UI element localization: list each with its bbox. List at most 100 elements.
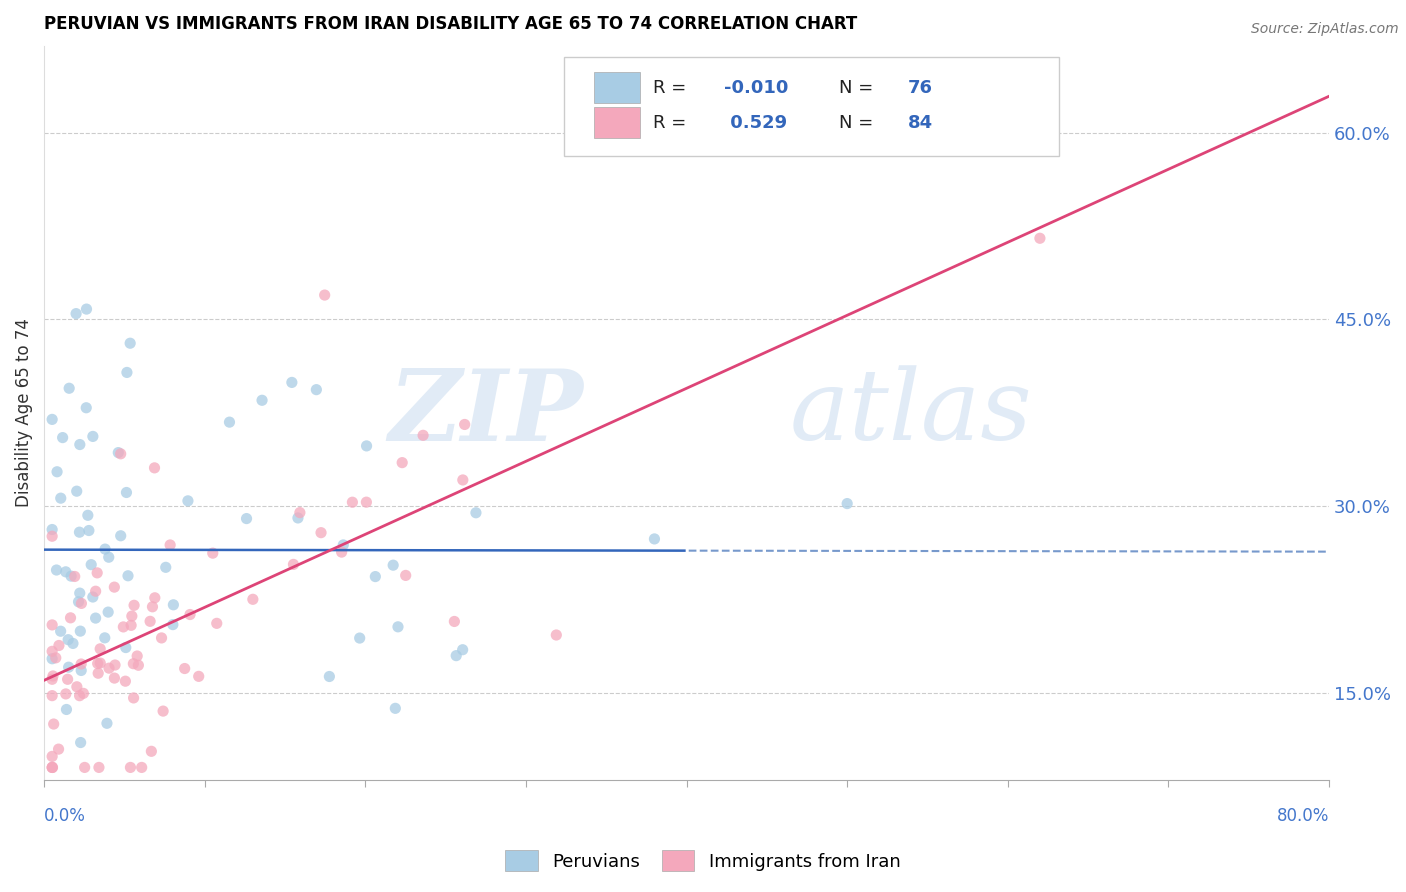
Point [287,511,309,525]
Point [41,689,63,703]
Point [131,760,153,774]
Point [69,525,91,540]
Point [77,524,100,538]
Point [391,456,413,470]
Point [89,656,111,670]
Point [201,546,224,560]
Point [387,620,409,634]
Point [465,506,488,520]
Point [41,760,63,774]
Point [84,611,107,625]
Point [56,673,79,687]
Point [143,591,166,605]
Point [87,760,110,774]
Point [46,465,69,479]
Point [70,664,93,678]
Point [412,428,434,442]
Point [162,598,184,612]
Point [58,660,80,674]
Point [356,439,378,453]
Text: atlas: atlas [789,365,1032,460]
Point [218,415,240,429]
Text: -0.010: -0.010 [724,78,789,96]
Text: R =: R = [654,78,692,96]
Point [451,473,474,487]
Point [49,624,72,639]
Point [55,565,77,579]
Point [86,657,108,671]
Point [96,716,118,731]
Point [89,641,111,656]
Point [162,617,184,632]
Point [48,639,70,653]
Point [42,669,65,683]
Point [98,661,121,675]
Point [330,545,353,559]
Legend: Peruvians, Immigrants from Iran: Peruvians, Immigrants from Iran [498,843,908,879]
Point [72,686,94,700]
Text: R =: R = [654,114,692,132]
Point [382,558,405,573]
Text: 0.0%: 0.0% [44,807,86,825]
Y-axis label: Disability Age 65 to 74: Disability Age 65 to 74 [15,318,32,508]
FancyBboxPatch shape [595,72,640,103]
Point [114,674,136,689]
Text: PERUVIAN VS IMMIGRANTS FROM IRAN DISABILITY AGE 65 TO 74 CORRELATION CHART: PERUVIAN VS IMMIGRANTS FROM IRAN DISABIL… [44,15,858,33]
Point [546,628,568,642]
Point [127,658,149,673]
Point [110,529,132,543]
Point [69,624,91,639]
Point [82,590,104,604]
Point [94,542,117,557]
Point [250,393,273,408]
Point [67,595,90,609]
Point [110,447,132,461]
Point [117,568,139,582]
Point [177,493,200,508]
Point [42,717,65,731]
Point [49,491,72,505]
Point [120,336,142,351]
Point [59,611,82,625]
Point [179,607,201,622]
Point [70,596,93,610]
Point [384,701,406,715]
Point [141,599,163,614]
Point [104,658,127,673]
Point [309,525,332,540]
Point [187,669,209,683]
Point [55,687,77,701]
Point [127,648,149,663]
Point [52,431,75,445]
Point [41,760,63,774]
Point [122,657,145,671]
Point [364,569,387,583]
Point [94,631,117,645]
Point [48,742,70,756]
Point [356,495,378,509]
Point [82,429,104,443]
Point [122,690,145,705]
FancyBboxPatch shape [564,57,1059,156]
Point [283,558,305,572]
Point [41,412,63,426]
Text: N =: N = [839,114,880,132]
Point [55,702,77,716]
Point [141,744,163,758]
Point [314,288,336,302]
Point [69,437,91,451]
Point [332,538,354,552]
Point [305,383,328,397]
Text: 76: 76 [907,78,932,96]
Point [41,673,63,687]
Point [70,657,93,671]
Point [62,636,84,650]
Point [87,666,110,681]
Point [86,566,108,580]
Point [41,749,63,764]
Point [1029,231,1052,245]
Point [443,615,465,629]
Point [76,508,98,523]
Point [41,618,63,632]
Point [143,461,166,475]
